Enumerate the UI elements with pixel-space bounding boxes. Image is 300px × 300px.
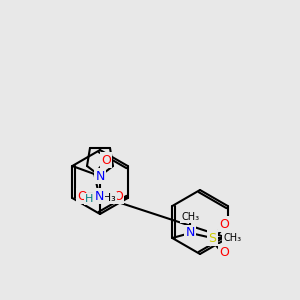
Text: CH₃: CH₃: [181, 212, 199, 222]
Text: N: N: [186, 226, 195, 239]
Text: O: O: [219, 218, 229, 230]
Text: O: O: [77, 190, 87, 202]
Text: S: S: [208, 232, 216, 244]
Text: CH₃: CH₃: [95, 193, 116, 203]
Text: N: N: [95, 169, 105, 182]
Text: H: H: [85, 194, 94, 204]
Text: O: O: [219, 245, 229, 259]
Text: N: N: [94, 190, 104, 202]
Text: O: O: [101, 154, 111, 166]
Text: O: O: [113, 190, 123, 202]
Text: CH₃: CH₃: [223, 233, 241, 243]
Text: S: S: [96, 190, 104, 202]
